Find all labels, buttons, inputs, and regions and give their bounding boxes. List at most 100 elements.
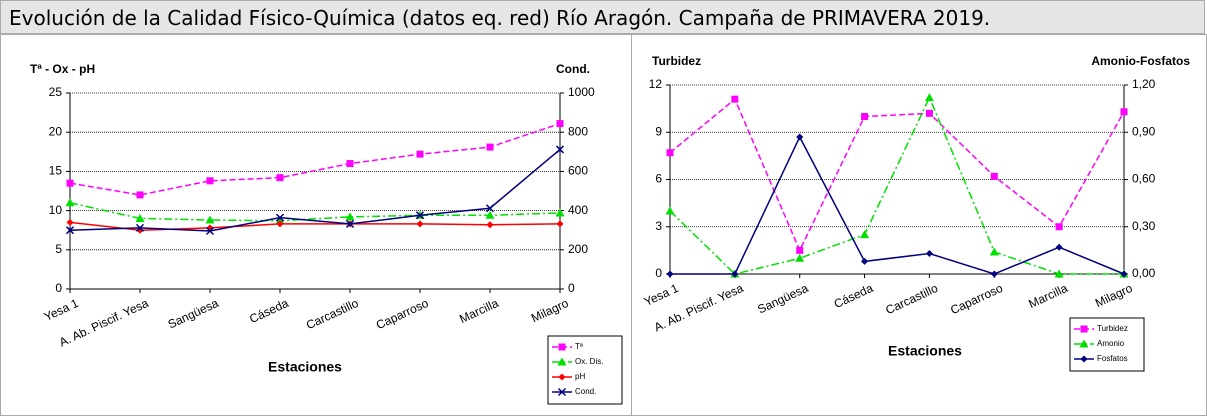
y-tick-label: 10	[49, 203, 63, 217]
marker	[860, 230, 870, 239]
marker	[557, 387, 567, 397]
legend-label: pH	[575, 372, 585, 381]
marker	[1054, 269, 1064, 278]
marker	[666, 270, 674, 278]
x-tick-label: Sangüesa	[166, 296, 221, 332]
x-tick-label: Sangüesa	[755, 281, 810, 317]
marker	[276, 220, 284, 228]
x-axis-title: Estaciones	[268, 359, 342, 375]
series-line	[69, 221, 561, 231]
series-line	[69, 148, 561, 232]
marker	[925, 109, 933, 117]
x-tick-label: Marcilla	[457, 296, 501, 326]
y2-tick-label: 800	[568, 124, 588, 138]
marker	[731, 95, 739, 103]
marker	[1055, 243, 1063, 251]
y-tick-label: 0	[655, 266, 662, 280]
legend-label: Turbidez	[1097, 324, 1128, 333]
marker	[206, 177, 214, 185]
marker	[485, 204, 495, 213]
x-axis-title: Estaciones	[888, 343, 962, 359]
x-tick-label: Milagro	[1093, 281, 1135, 310]
y2-tick-label: 0,30	[1132, 219, 1156, 233]
marker	[1079, 339, 1089, 348]
marker	[136, 191, 144, 199]
marker	[486, 143, 494, 151]
marker	[1055, 223, 1063, 231]
marker	[415, 211, 425, 220]
y-axis-title: Turbidez	[652, 54, 701, 68]
y2-tick-label: 1,20	[1132, 77, 1156, 91]
x-tick-label: Caparroso	[948, 281, 1005, 318]
x-tick-label: Marcilla	[1026, 281, 1070, 311]
marker	[275, 216, 285, 225]
y-tick-label: 12	[649, 77, 663, 91]
legend-label: Amonio	[1097, 339, 1125, 348]
marker	[558, 373, 566, 381]
y-tick-label: 20	[49, 124, 63, 138]
marker	[345, 212, 355, 221]
series-line	[69, 202, 561, 222]
y2-tick-label: 600	[568, 164, 588, 178]
marker	[796, 246, 804, 254]
marker	[1120, 270, 1128, 278]
x-tick-label: Cáseda	[247, 296, 291, 326]
y-tick-label: 9	[655, 124, 662, 138]
marker	[1080, 325, 1088, 333]
marker	[205, 226, 215, 236]
marker	[990, 270, 998, 278]
y2-tick-label: 0	[568, 281, 575, 295]
marker	[556, 220, 564, 228]
marker	[795, 253, 805, 262]
page-title: Evolución de la Calidad Físico-Química (…	[0, 0, 1205, 34]
marker	[731, 270, 739, 278]
marker	[558, 343, 566, 351]
marker	[65, 198, 75, 207]
marker	[135, 223, 145, 232]
marker	[346, 160, 354, 168]
marker	[925, 250, 933, 258]
marker	[66, 218, 74, 226]
marker	[861, 257, 869, 265]
y2-tick-label: 0,00	[1132, 266, 1156, 280]
legend-label: Fosfatos	[1097, 354, 1128, 363]
marker	[665, 206, 675, 215]
marker	[275, 213, 285, 222]
legend-label: Ox. Dis.	[575, 357, 603, 366]
y-tick-label: 0	[55, 281, 62, 295]
y2-axis-title: Cond.	[556, 62, 590, 76]
marker	[485, 210, 495, 219]
y-tick-label: 3	[655, 219, 662, 233]
marker	[66, 179, 74, 187]
marker	[1080, 355, 1088, 363]
x-tick-label: Yesa 1	[42, 296, 81, 324]
marker	[205, 215, 215, 224]
marker	[555, 208, 565, 217]
x-tick-label: Cáseda	[832, 281, 876, 311]
marker	[924, 93, 934, 102]
marker	[135, 213, 145, 222]
marker	[557, 357, 567, 366]
y-axis-title: Tª - Ox - pH	[30, 62, 95, 76]
y-tick-label: 15	[49, 164, 63, 178]
series-line	[669, 95, 1124, 275]
legend-label: Tª	[575, 342, 583, 351]
marker	[555, 145, 565, 154]
x-tick-label: Carcastillo	[304, 296, 361, 332]
x-tick-label: Milagro	[529, 296, 571, 325]
marker	[345, 219, 355, 228]
y2-tick-label: 0,90	[1132, 124, 1156, 138]
y2-tick-label: 400	[568, 203, 588, 217]
marker	[666, 149, 674, 157]
marker	[276, 174, 284, 182]
y2-tick-label: 200	[568, 242, 588, 256]
marker	[796, 133, 804, 141]
y-tick-label: 25	[49, 85, 63, 99]
marker	[556, 120, 564, 128]
marker	[861, 113, 869, 120]
x-tick-label: Yesa 1	[642, 281, 681, 309]
marker	[990, 172, 998, 180]
series-line	[670, 135, 1125, 275]
